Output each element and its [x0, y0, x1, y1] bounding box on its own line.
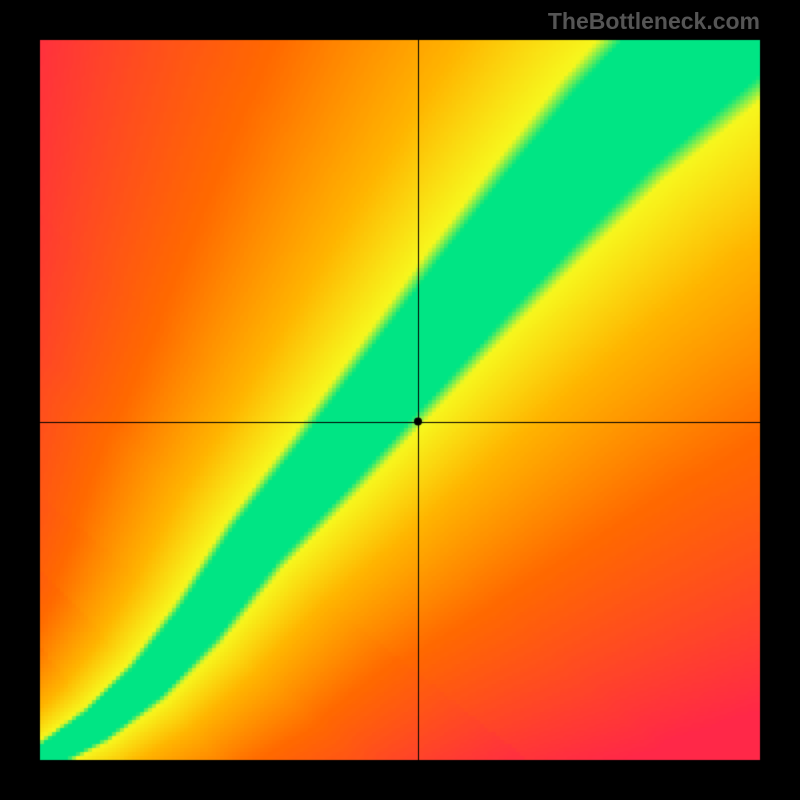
watermark-text: TheBottleneck.com	[548, 8, 760, 35]
bottleneck-heatmap	[0, 0, 800, 800]
chart-container: TheBottleneck.com	[0, 0, 800, 800]
